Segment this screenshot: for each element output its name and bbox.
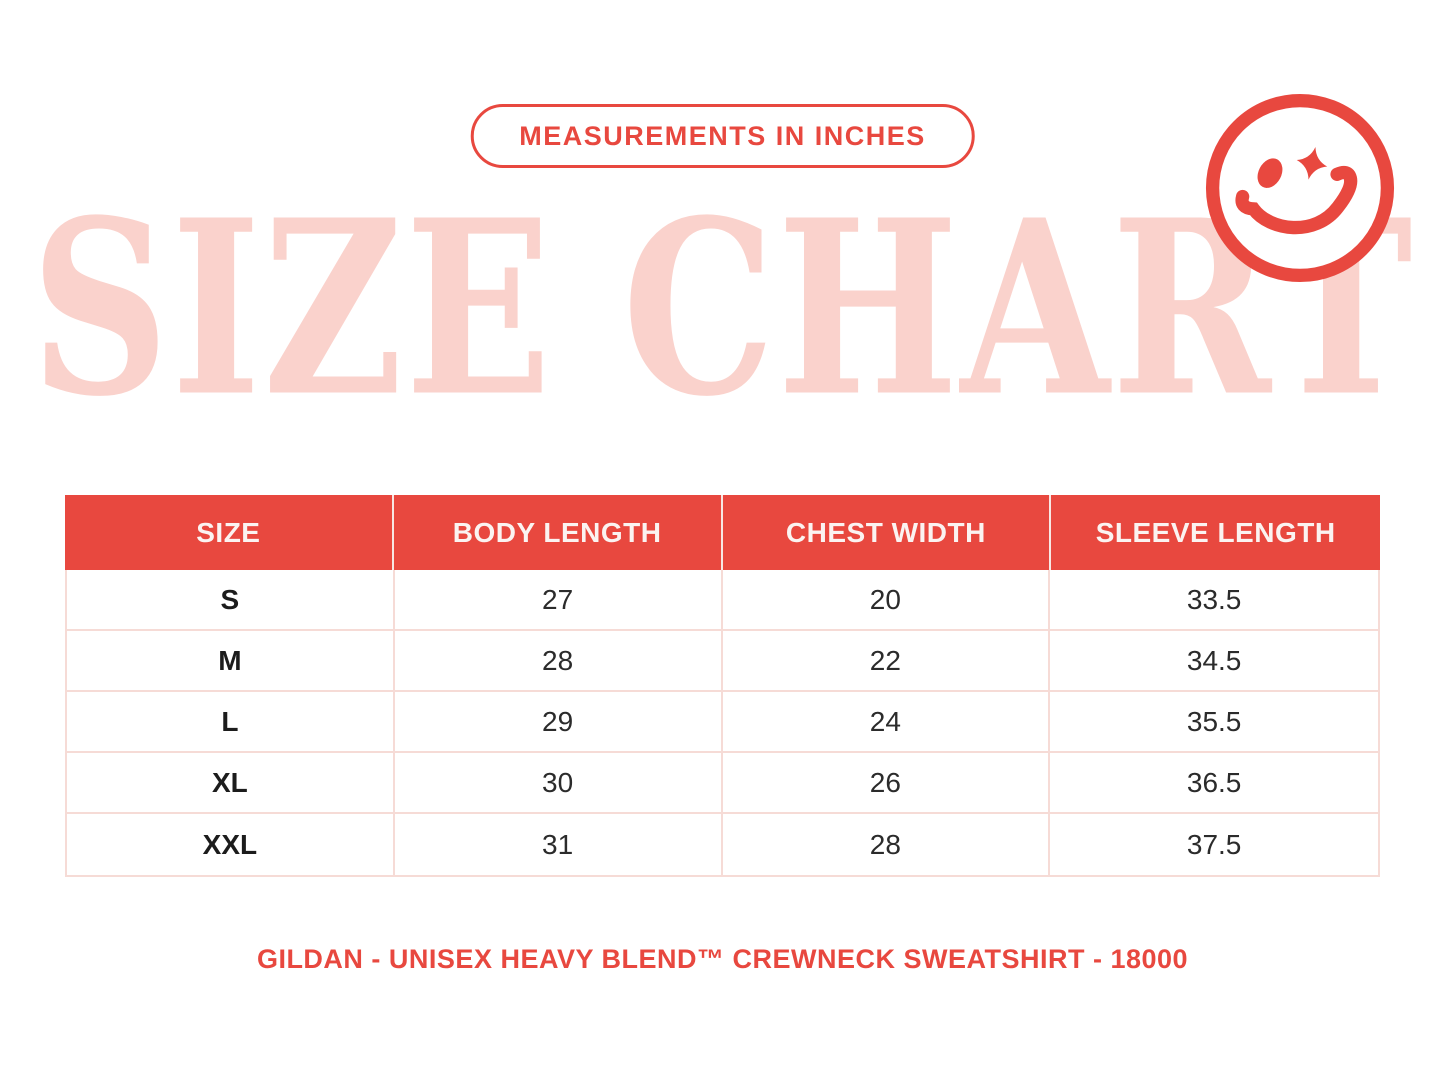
page-title: SIZE CHART xyxy=(30,168,1415,450)
table-header-sleeve-length: SLEEVE LENGTH xyxy=(1095,516,1336,548)
measurements-badge-label: MEASUREMENTS IN INCHES xyxy=(519,120,926,151)
measurements-badge: MEASUREMENTS IN INCHES xyxy=(470,104,975,168)
table-row: XXL 31 28 37.5 xyxy=(67,814,1378,875)
sleeve-length-cell: 33.5 xyxy=(1186,583,1242,615)
table-row: M 28 22 34.5 xyxy=(67,631,1378,692)
table-row: XL 30 26 36.5 xyxy=(67,753,1378,814)
smiley-sparkle-eye xyxy=(1296,146,1328,180)
smiley-smile xyxy=(1235,165,1358,235)
table-header-row: SIZE BODY LENGTH CHEST WIDTH SLEEVE LENG… xyxy=(65,495,1380,570)
table-row: S 27 20 33.5 xyxy=(67,570,1378,631)
table-row: L 29 24 35.5 xyxy=(67,692,1378,753)
sleeve-length-cell: 37.5 xyxy=(1186,828,1242,860)
size-cell: M xyxy=(67,631,395,690)
chest-width-cell: 28 xyxy=(723,814,1051,875)
table-header-chest-width: CHEST WIDTH xyxy=(723,495,1052,570)
sleeve-length-cell: 36.5 xyxy=(1186,766,1242,798)
size-chart-table: SIZE BODY LENGTH CHEST WIDTH SLEEVE LENG… xyxy=(65,495,1380,877)
chest-width-cell: 20 xyxy=(723,570,1051,629)
sleeve-length-cell: 35.5 xyxy=(1186,705,1242,737)
sleeve-length-cell: 34.5 xyxy=(1186,644,1242,676)
smiley-left-eye xyxy=(1257,158,1283,188)
chest-width-cell: 24 xyxy=(723,692,1051,751)
body-length-cell: 28 xyxy=(395,631,723,690)
body-length-cell: 29 xyxy=(395,692,723,751)
body-length-cell: 27 xyxy=(395,570,723,629)
size-cell: XL xyxy=(67,753,395,812)
table-body: S 27 20 33.5 M 28 22 34.5 L 29 24 35.5 X… xyxy=(65,570,1380,877)
table-header-body-length: BODY LENGTH xyxy=(394,495,723,570)
chest-width-cell: 26 xyxy=(723,753,1051,812)
size-cell: XXL xyxy=(67,814,395,875)
table-header-size: SIZE xyxy=(65,495,394,570)
body-length-cell: 30 xyxy=(395,753,723,812)
winking-smiley-icon xyxy=(1205,93,1395,283)
chest-width-cell: 22 xyxy=(723,631,1051,690)
size-cell: S xyxy=(67,570,395,629)
product-name-text: GILDAN - UNISEX HEAVY BLEND™ CREWNECK SW… xyxy=(256,944,1189,974)
size-cell: L xyxy=(67,692,395,751)
body-length-cell: 31 xyxy=(395,814,723,875)
smiley-face-outline xyxy=(1205,93,1395,283)
